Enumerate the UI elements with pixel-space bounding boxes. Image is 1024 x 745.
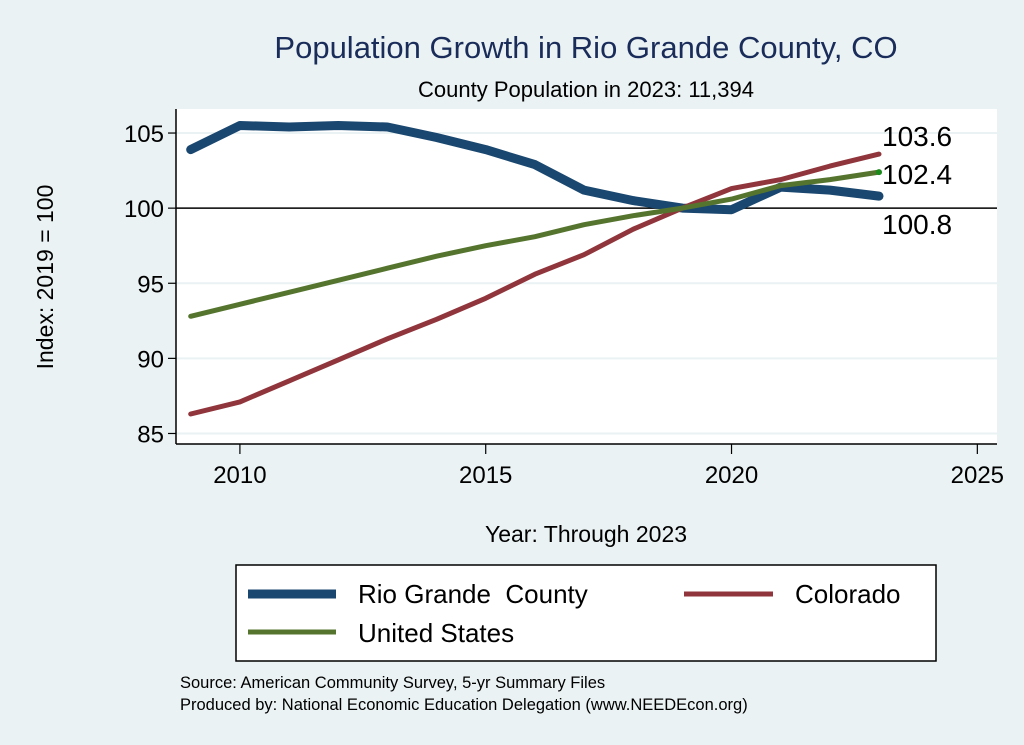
gridlines bbox=[176, 132, 997, 435]
x-axis-ticks: 2010 2015 2020 2025 bbox=[213, 444, 1004, 489]
producer-note: Produced by: National Economic Education… bbox=[180, 696, 748, 714]
end-label-colorado: 103.6 bbox=[882, 121, 952, 152]
series-line-united-states bbox=[188, 169, 882, 319]
legend-box bbox=[235, 564, 937, 662]
x-tick-label: 2010 bbox=[213, 462, 266, 489]
end-labels: 100.8 103.6 102.4 bbox=[882, 121, 952, 240]
x-tick-label: 2025 bbox=[951, 462, 1004, 489]
legend: Rio Grande County Colorado United States bbox=[235, 564, 937, 662]
end-label-united-states: 102.4 bbox=[882, 159, 952, 190]
y-axis-title: Index: 2019 = 100 bbox=[32, 185, 58, 370]
x-axis-title: Year: Through 2023 bbox=[485, 521, 687, 547]
legend-label-rio-grande: Rio Grande County bbox=[358, 579, 588, 609]
series-line-colorado bbox=[188, 151, 882, 417]
y-axis-ticks: 85 90 95 100 105 bbox=[124, 121, 176, 448]
legend-label-united-states: United States bbox=[358, 618, 514, 648]
y-tick-label: 100 bbox=[124, 196, 164, 223]
series-line-rio-grande bbox=[186, 121, 884, 215]
x-tick-label: 2020 bbox=[705, 462, 758, 489]
series-lines bbox=[186, 121, 884, 417]
y-tick-label: 105 bbox=[124, 121, 164, 148]
chart-title: Population Growth in Rio Grande County, … bbox=[274, 30, 897, 65]
plot-region bbox=[176, 109, 997, 444]
x-tick-label: 2015 bbox=[459, 462, 512, 489]
legend-label-colorado: Colorado bbox=[795, 579, 901, 609]
chart-subtitle: County Population in 2023: 11,394 bbox=[418, 77, 754, 102]
y-tick-label: 95 bbox=[137, 271, 164, 298]
source-note: Source: American Community Survey, 5-yr … bbox=[180, 674, 605, 692]
y-tick-label: 85 bbox=[137, 421, 164, 448]
end-label-rio-grande: 100.8 bbox=[882, 209, 952, 240]
series-end-marker-united-states bbox=[876, 169, 883, 176]
y-tick-label: 90 bbox=[137, 346, 164, 373]
